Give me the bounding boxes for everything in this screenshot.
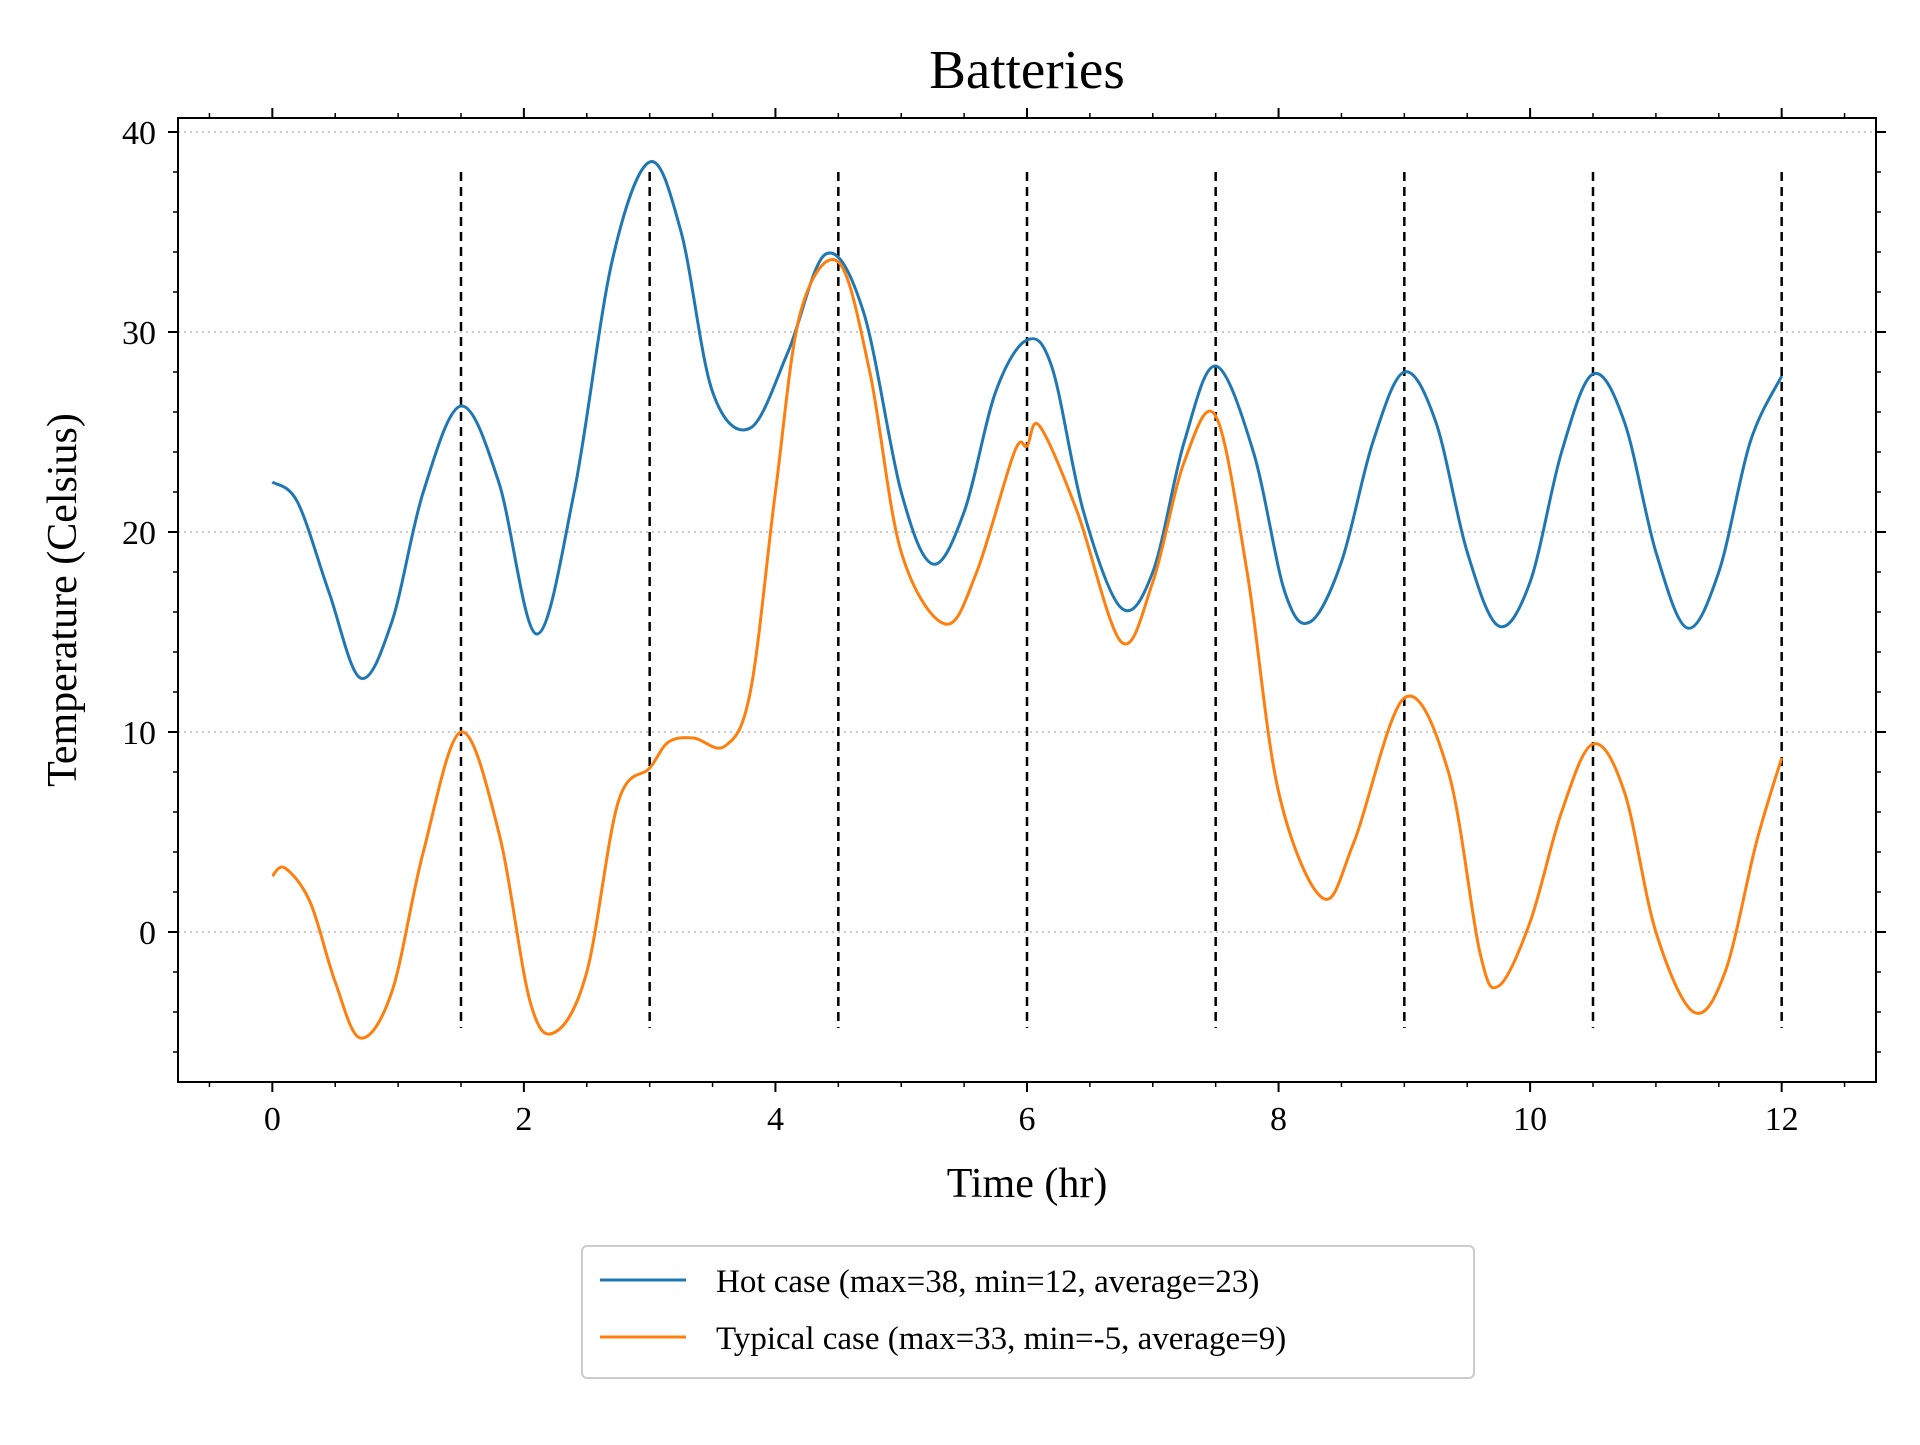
series-lines [271, 160, 1784, 1040]
y-tick-label: 0 [139, 915, 156, 952]
x-tick-label: 6 [1019, 1101, 1036, 1138]
y-tick-label: 30 [122, 315, 156, 352]
x-tick-label: 8 [1270, 1101, 1287, 1138]
legend: Hot case (max=38, min=12, average=23) Ty… [581, 1245, 1475, 1379]
y-tick-label: 20 [122, 515, 156, 552]
legend-box [581, 1245, 1475, 1379]
x-tick-label: 12 [1765, 1101, 1799, 1138]
y-tick-label: 10 [122, 715, 156, 752]
y-axis-label: Temperature (Celsius) [40, 413, 86, 787]
legend-label-hot: Hot case (max=38, min=12, average=23) [716, 1264, 1259, 1300]
x-tick-label: 0 [264, 1101, 281, 1138]
legend-label-typical: Typical case (max=33, min=-5, average=9) [716, 1321, 1286, 1357]
axis-ticks: 0 2 4 6 8 10 12 0 10 20 30 40 [122, 108, 1886, 1138]
x-tick-label: 2 [515, 1101, 532, 1138]
dashed-reference-lines [459, 172, 1783, 1028]
series-line-hot [271, 160, 1784, 680]
chart-title: Batteries [929, 39, 1124, 100]
x-axis-label: Time (hr) [947, 1161, 1108, 1207]
y-tick-label: 40 [122, 115, 156, 152]
series-line-typical [271, 258, 1784, 1040]
x-tick-label: 4 [767, 1101, 784, 1138]
x-tick-label: 10 [1513, 1101, 1547, 1138]
